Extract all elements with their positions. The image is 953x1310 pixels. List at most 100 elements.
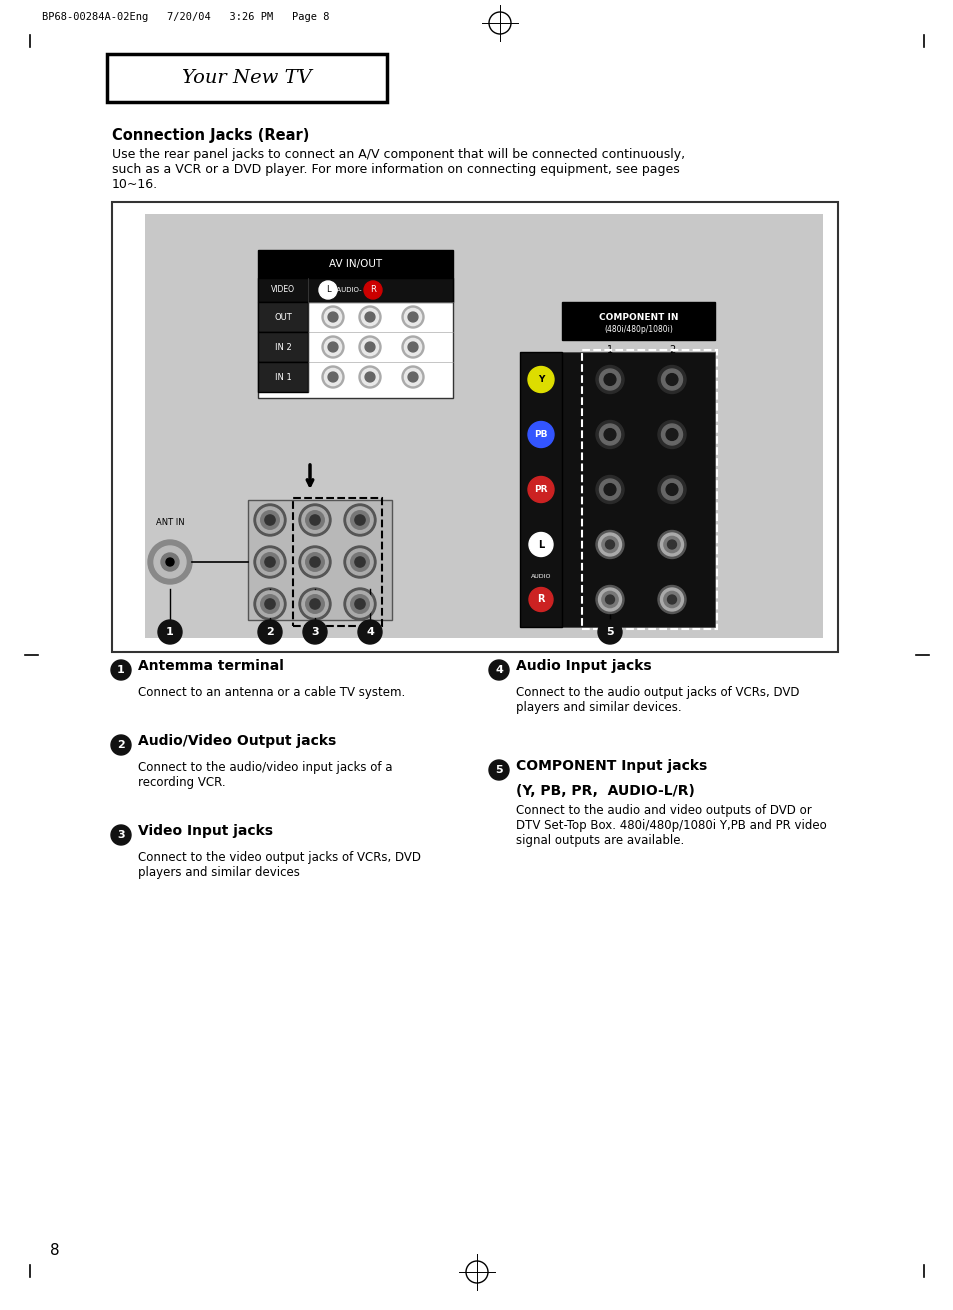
Circle shape <box>364 282 381 299</box>
Circle shape <box>598 424 619 445</box>
Circle shape <box>605 540 614 549</box>
Circle shape <box>598 620 621 645</box>
Circle shape <box>256 507 283 533</box>
Circle shape <box>257 620 282 645</box>
Circle shape <box>489 760 509 779</box>
Circle shape <box>404 308 421 326</box>
Circle shape <box>365 312 375 322</box>
Text: Connect to the video output jacks of VCRs, DVD: Connect to the video output jacks of VCR… <box>138 852 420 865</box>
Text: Connection Jacks (Rear): Connection Jacks (Rear) <box>112 128 309 143</box>
Text: recording VCR.: recording VCR. <box>138 776 226 789</box>
Text: PB: PB <box>534 430 547 439</box>
Circle shape <box>347 507 373 533</box>
Circle shape <box>529 532 553 557</box>
FancyBboxPatch shape <box>145 214 822 638</box>
Circle shape <box>663 591 679 608</box>
Circle shape <box>658 365 685 393</box>
Circle shape <box>527 367 554 393</box>
Circle shape <box>298 588 331 620</box>
Circle shape <box>355 599 365 609</box>
Circle shape <box>328 312 337 322</box>
Circle shape <box>260 553 279 571</box>
Circle shape <box>166 558 173 566</box>
Text: 2: 2 <box>117 740 125 751</box>
Circle shape <box>256 591 283 617</box>
Circle shape <box>310 515 320 525</box>
Text: BP68-00284A-02Eng   7/20/04   3:26 PM   Page 8: BP68-00284A-02Eng 7/20/04 3:26 PM Page 8 <box>42 12 329 22</box>
Circle shape <box>351 553 369 571</box>
Circle shape <box>361 368 378 385</box>
Circle shape <box>324 368 341 385</box>
Circle shape <box>663 536 679 553</box>
Circle shape <box>351 511 369 529</box>
Text: Connect to an antenna or a cable TV system.: Connect to an antenna or a cable TV syst… <box>138 686 405 700</box>
Circle shape <box>603 373 616 385</box>
Circle shape <box>665 373 678 385</box>
FancyBboxPatch shape <box>257 331 308 362</box>
Circle shape <box>260 595 279 613</box>
Circle shape <box>667 540 676 549</box>
Text: 10~16.: 10~16. <box>112 178 158 191</box>
Text: L: L <box>325 286 330 295</box>
Circle shape <box>603 428 616 440</box>
Circle shape <box>357 620 381 645</box>
Text: Your New TV: Your New TV <box>182 69 312 86</box>
Circle shape <box>665 483 678 495</box>
Circle shape <box>322 335 344 358</box>
Circle shape <box>659 588 682 610</box>
Circle shape <box>401 335 423 358</box>
Circle shape <box>596 365 623 393</box>
Text: (480i/480p/1080i): (480i/480p/1080i) <box>603 325 672 334</box>
Circle shape <box>111 735 131 755</box>
Circle shape <box>347 549 373 575</box>
Text: R: R <box>537 595 544 604</box>
Circle shape <box>158 620 182 645</box>
Circle shape <box>161 553 179 571</box>
Circle shape <box>301 549 328 575</box>
Circle shape <box>148 540 192 584</box>
Circle shape <box>605 595 614 604</box>
Circle shape <box>111 660 131 680</box>
Text: IN 1: IN 1 <box>274 372 291 381</box>
Circle shape <box>658 531 685 558</box>
Text: ANT IN: ANT IN <box>155 517 184 527</box>
Text: 3: 3 <box>117 831 125 840</box>
Circle shape <box>318 282 336 299</box>
Circle shape <box>256 549 283 575</box>
Text: 3: 3 <box>311 627 318 637</box>
Text: 4: 4 <box>495 665 502 675</box>
Circle shape <box>301 507 328 533</box>
Circle shape <box>596 531 623 558</box>
Text: Use the rear panel jacks to connect an A/V component that will be connected cont: Use the rear panel jacks to connect an A… <box>112 148 684 161</box>
Circle shape <box>401 365 423 388</box>
Circle shape <box>596 586 623 613</box>
Circle shape <box>601 591 618 608</box>
Circle shape <box>305 511 324 529</box>
Text: (Y, PB, PR,  AUDIO-L/R): (Y, PB, PR, AUDIO-L/R) <box>516 783 694 798</box>
FancyBboxPatch shape <box>561 352 714 627</box>
Circle shape <box>310 599 320 609</box>
Circle shape <box>596 421 623 448</box>
Circle shape <box>355 515 365 525</box>
Circle shape <box>358 365 380 388</box>
Circle shape <box>408 342 417 352</box>
Text: OUT: OUT <box>274 313 292 321</box>
Text: 4: 4 <box>366 627 374 637</box>
Text: Connect to the audio and video outputs of DVD or: Connect to the audio and video outputs o… <box>516 804 811 817</box>
FancyBboxPatch shape <box>257 278 453 303</box>
Circle shape <box>665 428 678 440</box>
Text: players and similar devices: players and similar devices <box>138 866 299 879</box>
Circle shape <box>324 338 341 355</box>
Text: Connect to the audio/video input jacks of a: Connect to the audio/video input jacks o… <box>138 761 392 774</box>
Text: 1: 1 <box>166 627 173 637</box>
Circle shape <box>305 595 324 613</box>
Circle shape <box>265 515 274 525</box>
Circle shape <box>361 338 378 355</box>
Text: signal outputs are available.: signal outputs are available. <box>516 834 683 848</box>
Text: 2: 2 <box>668 345 675 355</box>
Circle shape <box>365 372 375 383</box>
Text: Video Input jacks: Video Input jacks <box>138 824 273 838</box>
FancyBboxPatch shape <box>248 500 392 620</box>
FancyBboxPatch shape <box>257 250 453 278</box>
Text: AUDIO: AUDIO <box>530 574 551 579</box>
